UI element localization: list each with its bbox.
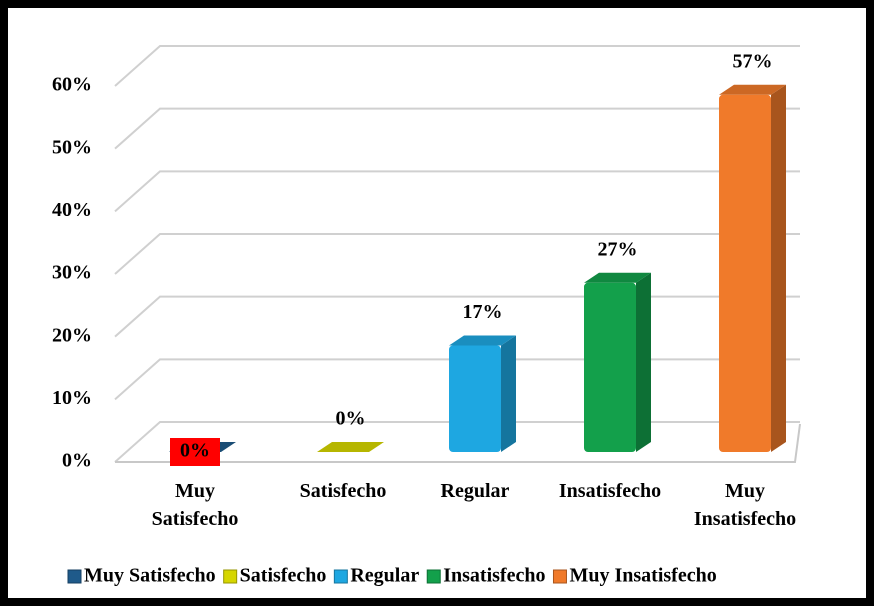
bar [719, 84, 786, 453]
y-tick-label: 50% [52, 136, 92, 158]
value-label-bg [170, 438, 220, 466]
bar [449, 335, 516, 452]
value-label: 57% [733, 50, 773, 72]
y-tick-label: 20% [52, 324, 92, 346]
value-label: 0% [180, 440, 210, 462]
x-tick-label: Insatisfecho [559, 480, 661, 502]
legend-swatch [223, 569, 238, 584]
bar-side [771, 84, 786, 453]
legend-label: Muy Satisfecho [84, 565, 216, 587]
legend-label: Muy Insatisfecho [569, 565, 716, 587]
y-tick-label: 10% [52, 387, 92, 409]
legend-swatch [552, 569, 567, 584]
value-label: 27% [598, 238, 638, 260]
grid-line [114, 45, 800, 87]
grid-line [114, 170, 800, 213]
bar-side [636, 272, 651, 452]
value-label: 0% [336, 408, 366, 430]
bar-top [584, 272, 651, 283]
grid-line [114, 107, 800, 150]
bar-front [719, 94, 771, 453]
x-tick-label: Regular [441, 480, 510, 502]
bar-side [501, 335, 516, 452]
legend-swatch [67, 569, 82, 584]
bar-front [449, 345, 501, 452]
legend-label: Insatisfecho [443, 565, 545, 587]
legend-swatch [333, 569, 348, 584]
legend-swatch [426, 569, 441, 584]
x-tick-label: Satisfecho [300, 480, 387, 502]
bar-top [317, 442, 384, 452]
legend-label: Regular [350, 565, 419, 587]
bar-top [719, 84, 786, 95]
x-axis-floor [115, 423, 801, 463]
bar [584, 272, 651, 452]
x-tick-label: Muy Satisfecho [152, 480, 239, 530]
y-tick-label: 0% [62, 450, 92, 472]
y-tick-label: 40% [52, 199, 92, 221]
y-tick-label: 60% [52, 74, 92, 96]
x-tick-label: Muy Insatisfecho [694, 480, 796, 530]
y-tick-label: 30% [52, 262, 92, 284]
grid-line [114, 233, 800, 275]
value-label: 17% [463, 301, 503, 323]
bar-top [449, 335, 516, 346]
bar-front [584, 282, 636, 452]
legend-label: Satisfecho [240, 565, 327, 587]
bar [317, 442, 384, 452]
